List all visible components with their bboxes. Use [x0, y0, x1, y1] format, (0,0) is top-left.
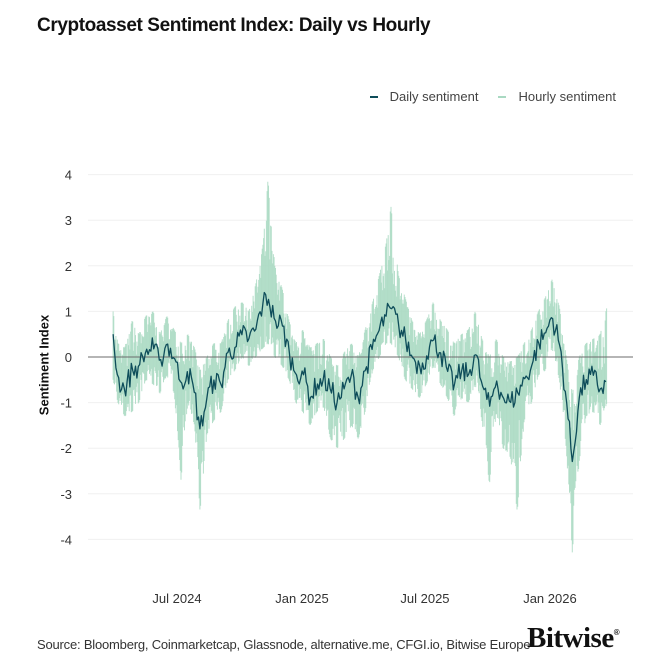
source-note: Source: Bloomberg, Coinmarketcap, Glassn… — [37, 637, 531, 652]
y-tick-label: 0 — [65, 350, 72, 365]
chart-title: Cryptoasset Sentiment Index: Daily vs Ho… — [37, 15, 431, 36]
y-tick-label: 1 — [65, 304, 72, 319]
x-tick-label: Jul 2024 — [152, 591, 201, 606]
y-tick-label: -2 — [60, 441, 72, 456]
legend-swatch-daily — [369, 95, 378, 98]
y-tick-label: 2 — [65, 259, 72, 274]
logo-registered-mark: ® — [613, 628, 620, 637]
y-tick-label: -4 — [60, 532, 72, 547]
x-tick-label: Jan 2026 — [523, 591, 577, 606]
legend-item-daily: Daily sentiment — [369, 89, 479, 104]
x-tick-label: Jul 2025 — [400, 591, 449, 606]
daily-sentiment-line — [112, 291, 607, 463]
legend-swatch-hourly — [498, 95, 507, 98]
logo-text: Bitwise — [527, 622, 614, 654]
x-tick-label: Jan 2025 — [275, 591, 329, 606]
bitwise-logo: Bitwise® — [527, 622, 620, 655]
legend-label-hourly: Hourly sentiment — [518, 89, 616, 104]
y-tick-label: -1 — [60, 396, 72, 411]
y-tick-label: 4 — [65, 168, 72, 183]
legend-label-daily: Daily sentiment — [389, 89, 479, 104]
legend: Daily sentiment Hourly sentiment — [360, 89, 616, 104]
y-tick-label: 3 — [65, 213, 72, 228]
y-tick-label: -3 — [60, 487, 72, 502]
legend-item-hourly: Hourly sentiment — [498, 89, 616, 104]
